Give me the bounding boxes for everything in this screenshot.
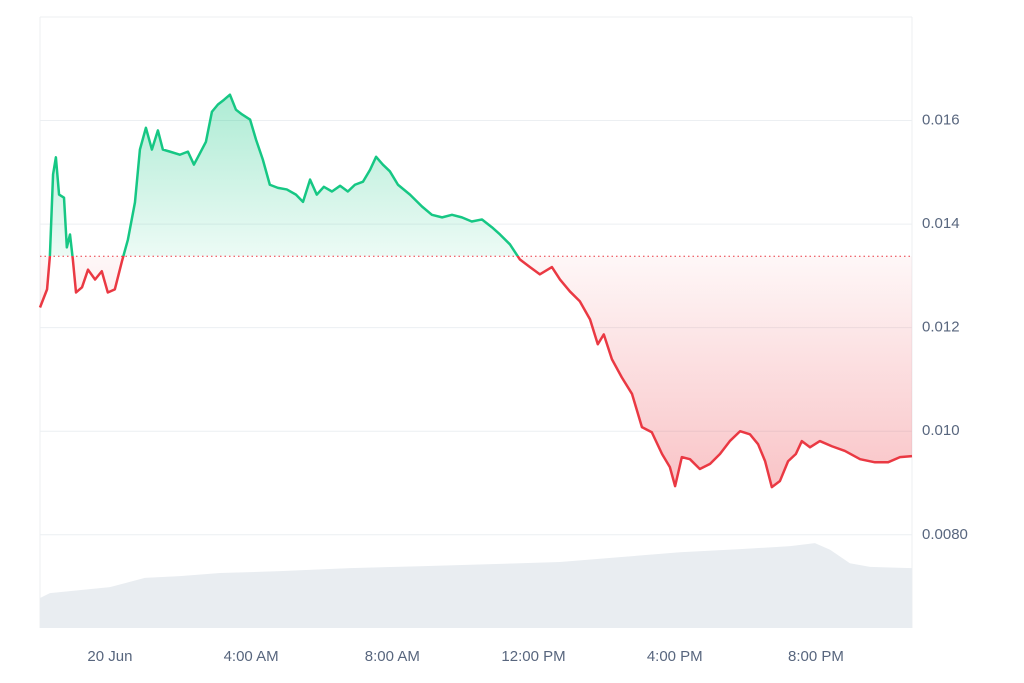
- price-area: [40, 94, 912, 488]
- y-tick-label: 0.010: [922, 422, 960, 439]
- x-tick-label: 8:00 AM: [365, 648, 420, 665]
- x-tick-label: 8:00 PM: [788, 648, 844, 665]
- price-line: [38, 93, 913, 489]
- x-tick-label: 4:00 AM: [224, 648, 279, 665]
- x-tick-label: 12:00 PM: [501, 648, 565, 665]
- y-tick-label: 0.014: [922, 215, 960, 232]
- volume-area: [40, 543, 912, 628]
- y-tick-label: 0.012: [922, 319, 960, 336]
- y-tick-label: 0.0080: [922, 526, 968, 543]
- x-tick-label: 20 Jun: [87, 648, 132, 665]
- x-tick-label: 4:00 PM: [647, 648, 703, 665]
- y-tick-label: 0.016: [922, 112, 960, 129]
